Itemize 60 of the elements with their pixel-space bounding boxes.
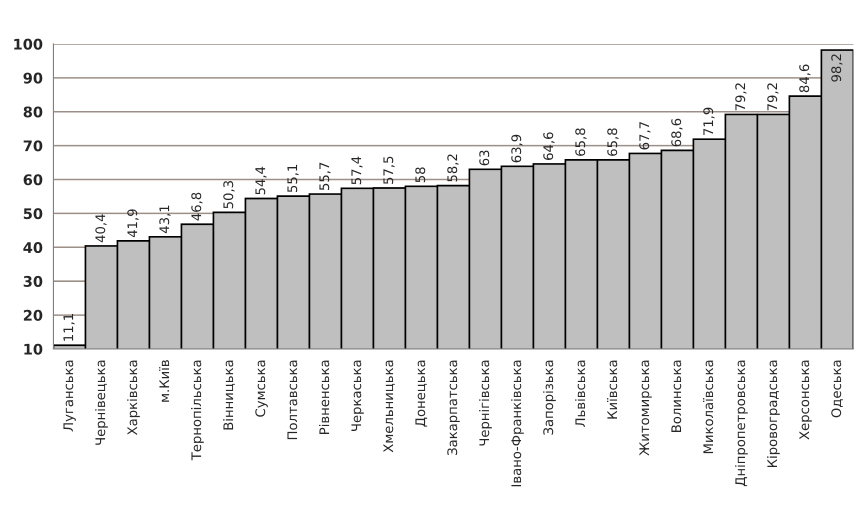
x-tick-label: Житомирська [639,360,652,456]
y-tick-label: 80 [24,106,42,118]
x-tick-label: Чернівецька [95,360,108,445]
data-label: 58 [415,167,426,182]
data-label: 65,8 [607,128,619,156]
data-label: 11,1 [63,314,75,341]
data-label: 41,9 [127,209,139,238]
data-label: 67,7 [639,122,651,150]
data-label: 65,8 [575,128,587,156]
data-label: 46,8 [191,192,203,221]
data-label: 68,6 [671,118,683,146]
data-label: 54,4 [255,166,267,194]
data-label: 40,4 [95,214,107,242]
x-tick-label: Одеська [831,360,843,418]
y-tick-label: 30 [24,276,42,287]
x-tick-label: Львівська [575,360,586,427]
data-label: 84,6 [799,64,811,92]
x-tick-label: м.Київ [159,360,170,402]
x-tick-label: Миколаївська [703,360,714,454]
y-tick-label: 40 [23,242,42,254]
x-tick-label: Харківська [127,360,140,435]
x-tick-label: Тернопільська [191,360,204,460]
x-tick-label: Запорізька [543,360,556,435]
x-tick-label: Дніпропетровська [735,360,748,486]
x-tick-label: Волинська [671,360,682,432]
data-label: 64,6 [543,132,555,160]
data-label: 55,1 [287,164,299,192]
y-tick-label: 10 [24,344,42,355]
x-tick-label: Херсонська [799,360,812,440]
x-tick-label: Кіровоградська [767,360,780,468]
x-tick-label: Вінницька [223,360,235,430]
x-tick-label: Донецька [415,360,428,427]
data-label: 98,2 [831,54,843,82]
data-label: 79,2 [735,83,747,110]
data-label: 57,4 [351,156,363,184]
data-label: 79,2 [767,83,779,110]
y-tick-label: 100 [14,38,42,50]
x-tick-label: Сумська [255,360,268,417]
x-tick-label: Закарпатська [447,360,460,455]
data-label: 63 [479,150,490,166]
x-tick-label: Чернігівська [479,360,492,446]
x-tick-label: Хмельницька [383,360,395,452]
x-tick-label: Черкаська [351,360,364,431]
data-label: 50,3 [223,181,235,208]
data-label: 71,9 [703,108,715,136]
x-tick-label: Полтавська [287,360,298,440]
y-tick-label: 20 [24,310,42,321]
x-tick-label: Івано-Франківська [511,360,524,486]
x-tick-label: Рівненська [319,360,330,434]
data-label: 43,1 [159,206,171,234]
x-tick-label: Київська [607,360,618,419]
data-label: 55,7 [319,162,331,190]
x-tick-label: Луганська [63,360,76,432]
y-tick-label: 50 [24,208,42,220]
data-label: 57,5 [383,156,395,184]
y-tick-label: 70 [24,140,42,152]
data-label: 63,9 [511,134,523,162]
y-tick-label: 90 [23,72,42,84]
data-label: 58,2 [447,154,459,182]
y-tick-label: 60 [24,174,42,186]
